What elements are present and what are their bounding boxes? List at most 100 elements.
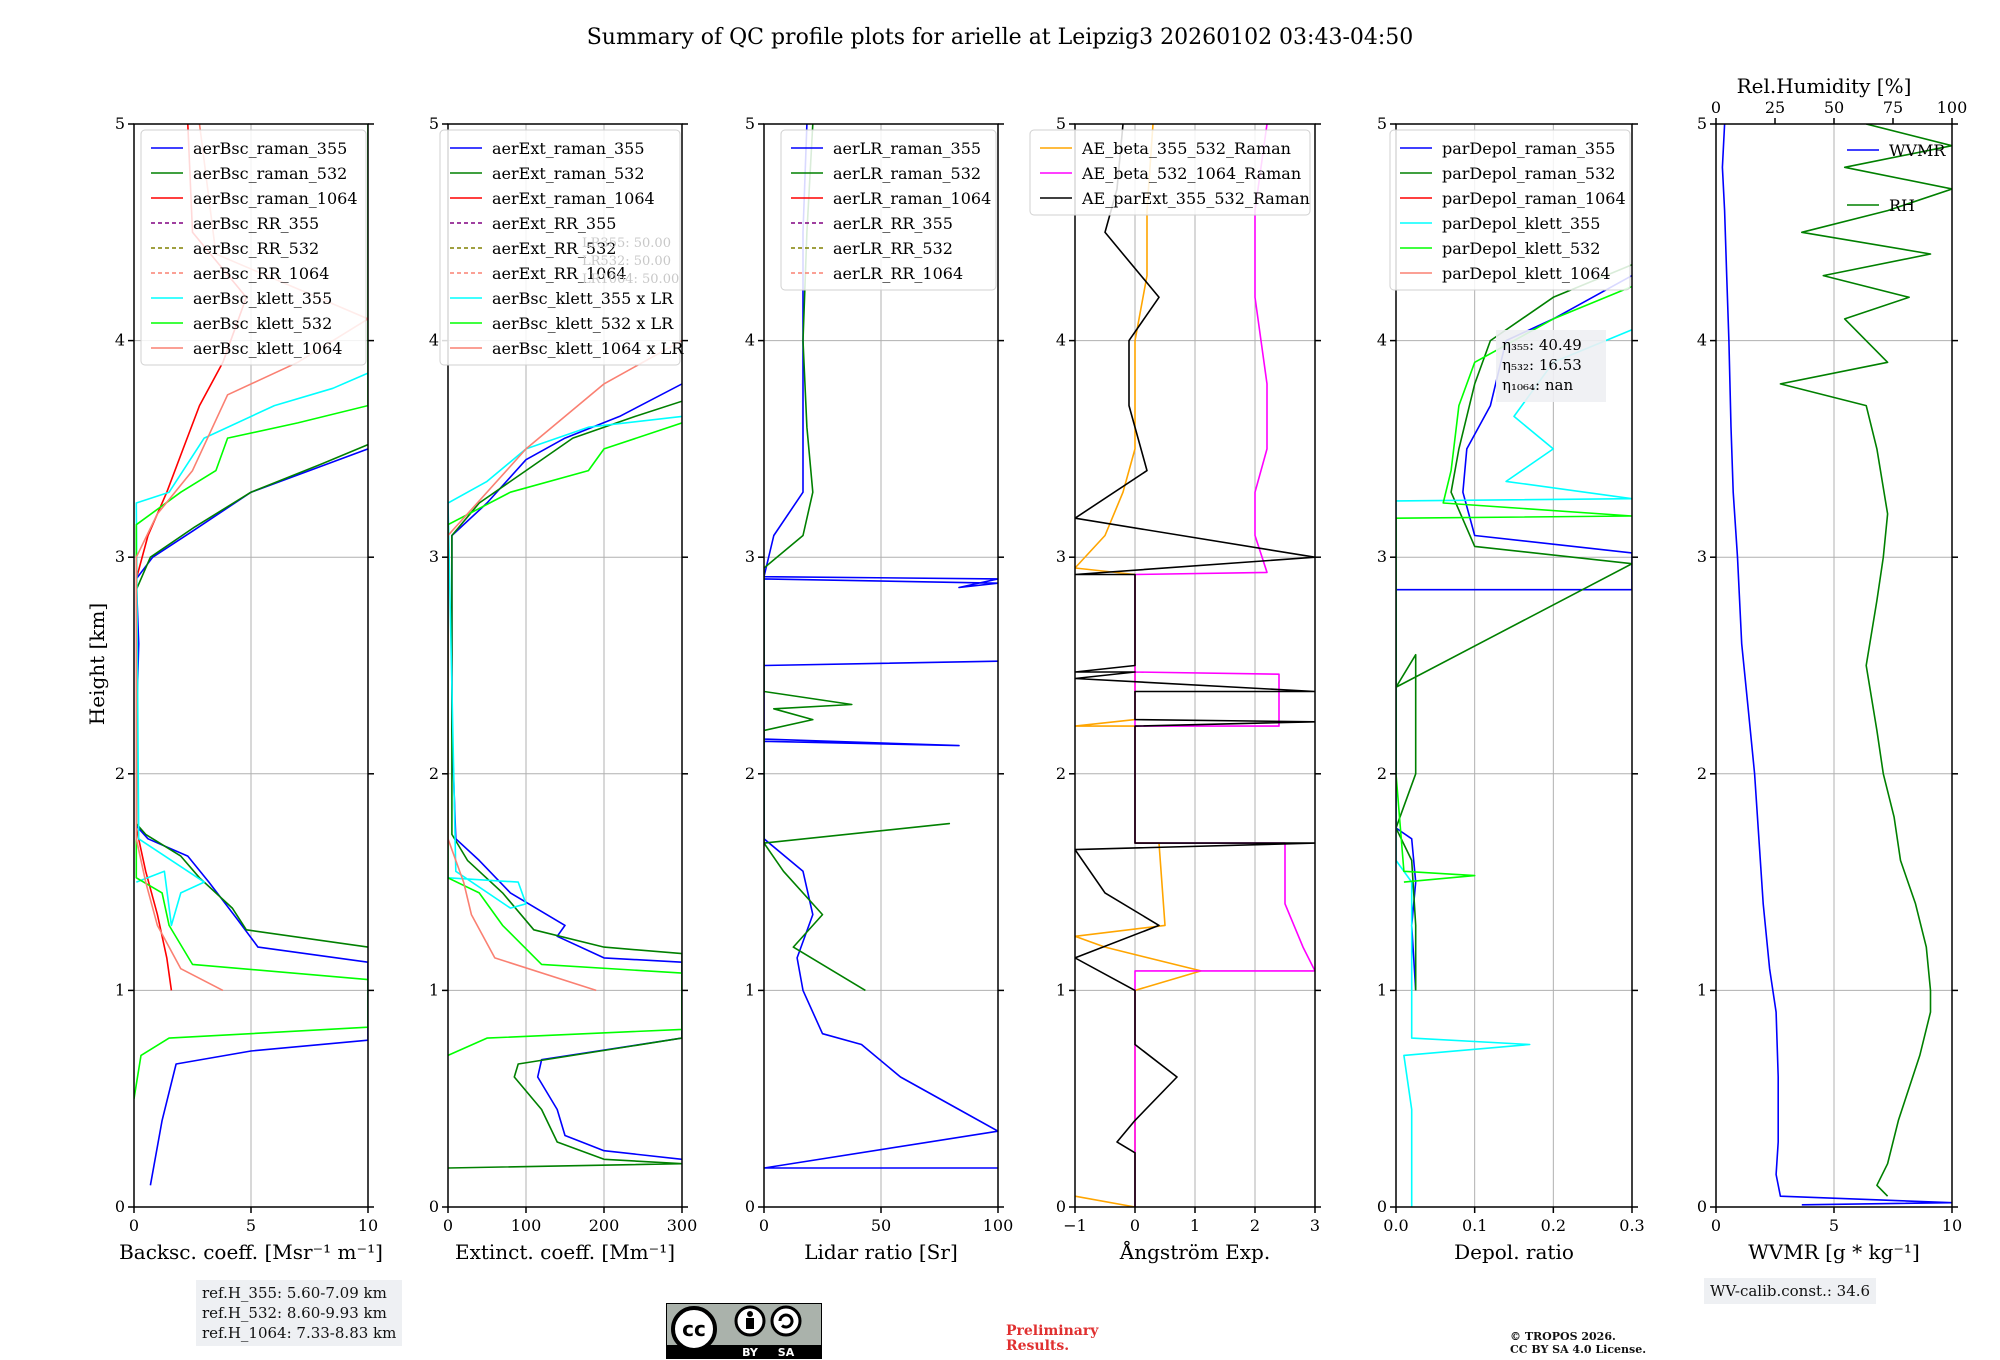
legend-box <box>780 129 997 291</box>
legend-label: aerBsc_RR_532 <box>193 239 319 258</box>
axes-frame <box>1074 123 1316 1208</box>
legend-label: aerBsc_klett_1064 <box>193 339 342 358</box>
series-line-aerBsc_klett_1064 x LR <box>448 339 682 992</box>
preliminary-line-1: Preliminary <box>1006 1323 1099 1339</box>
tick-label-y: 4 <box>1697 331 1707 350</box>
tick-label-y: 1 <box>429 980 439 999</box>
tick-label-x: 100 <box>983 1216 1014 1235</box>
tick-label-x: 0.1 <box>1462 1216 1487 1235</box>
figure-title: Summary of QC profile plots for arielle … <box>587 25 1414 50</box>
tick-label-y: 2 <box>115 764 125 783</box>
tick-label-y: 2 <box>1056 764 1066 783</box>
eta-label: η₁₀₆₄: nan <box>1502 376 1573 394</box>
series-line-AE_beta_532_1064_Raman <box>1134 124 1315 1207</box>
wv-calib-const: WV-calib.const.: 34.6 <box>1710 1282 1871 1300</box>
by-label: BY <box>742 1346 759 1359</box>
tick-label-y: 0 <box>115 1197 125 1216</box>
x-axis-label: WVMR [g * kg⁻¹] <box>1748 1240 1920 1264</box>
legend-label: aerBsc_klett_355 <box>193 289 332 308</box>
legend-label: parDepol_klett_1064 <box>1442 264 1611 283</box>
panel-1: 0 5 10 0 1 2 3 4 5 Backsc. coeff. [Msr⁻¹ m⁻¹] aerB… <box>115 114 383 1264</box>
tick-label-y: 1 <box>1697 980 1707 999</box>
series-line-aerBsc_klett_532 <box>134 124 368 1099</box>
copyright-note: © TROPOS 2026. CC BY SA 4.0 License. <box>1510 1330 1646 1356</box>
tick-label-y: 4 <box>1377 331 1387 350</box>
tick-label-y: 5 <box>1697 114 1707 133</box>
tick-label-x: 2 <box>1250 1216 1260 1235</box>
x-axis-label: Extinct. coeff. [Mm⁻¹] <box>455 1240 675 1264</box>
tick-label-top: 100 <box>1937 98 1968 117</box>
legend-label: aerLR_raman_1064 <box>833 189 991 208</box>
tick-label-y: 3 <box>1377 547 1387 566</box>
tick-label-x: 0.2 <box>1541 1216 1566 1235</box>
cc-by-sa-logo: cc BY SA <box>666 1303 822 1359</box>
tick-label-top: 0 <box>1711 98 1721 117</box>
tick-label-x: 100 <box>511 1216 542 1235</box>
x-axis-label: Lidar ratio [Sr] <box>804 1240 958 1264</box>
legend-label: aerExt_RR_532 <box>492 239 616 258</box>
tick-label-y: 5 <box>1056 114 1066 133</box>
series-line-parDepol_klett_355 <box>1396 329 1632 1207</box>
x-axis-label: Backsc. coeff. [Msr⁻¹ m⁻¹] <box>119 1240 383 1264</box>
legend-label: parDepol_raman_355 <box>1442 139 1615 158</box>
tick-label-x: 50 <box>871 1216 891 1235</box>
series-line-AE_beta_355_532_Raman <box>1075 124 1202 1207</box>
tick-label-x: 5 <box>246 1216 256 1235</box>
tick-label-top: 75 <box>1883 98 1903 117</box>
series-line-aerBsc_raman_355 <box>135 448 368 1186</box>
legend-label: parDepol_klett_532 <box>1442 239 1600 258</box>
series-group <box>1075 124 1315 1207</box>
legend-box <box>439 129 681 366</box>
series-line-aerBsc_klett_1064 <box>135 124 368 992</box>
panel-2: 0 100 200 300 0 1 2 3 4 5 Extinct. coeff. [Mm⁻¹] ae… <box>429 114 697 1264</box>
cc-label: cc <box>682 1317 706 1341</box>
legend-label: aerLR_raman_532 <box>833 164 981 183</box>
panel-3: 0 50 100 0 1 2 3 4 5 Lidar ratio [Sr] aerLR_raman_… <box>745 114 1013 1264</box>
legend-label: aerBsc_raman_532 <box>193 164 347 183</box>
tick-label-top: 50 <box>1824 98 1844 117</box>
tick-label-x: 10 <box>1942 1216 1962 1235</box>
series-group <box>1396 264 1632 1207</box>
legend-box <box>140 129 367 366</box>
tick-label-x: 1 <box>1190 1216 1200 1235</box>
eta-box <box>1496 330 1606 402</box>
y-axis-label: Height [km] <box>85 603 109 725</box>
legend-label: AE_parExt_355_532_Raman <box>1081 189 1310 208</box>
ref-h-355: ref.H_355: 5.60-7.09 km <box>202 1284 387 1302</box>
series-line-aerExt_raman_355 <box>451 383 682 1161</box>
legend-label: aerBsc_raman_355 <box>193 139 347 158</box>
series-line-aerBsc_klett_532 x LR <box>448 422 682 1057</box>
series-line-aerLR_raman_355 <box>764 124 998 1169</box>
ref-h-532: ref.H_532: 8.60-9.93 km <box>202 1304 387 1322</box>
tick-label-y: 3 <box>1056 547 1066 566</box>
legend-label: parDepol_raman_532 <box>1442 164 1615 183</box>
eta-label: η₅₃₂: 16.53 <box>1502 356 1582 374</box>
legend-label: aerExt_raman_532 <box>492 164 645 183</box>
series-line-parDepol_klett_532 <box>1396 285 1632 883</box>
series-line-aerExt_raman_532 <box>448 400 682 1169</box>
tick-label-x: 0.3 <box>1619 1216 1644 1235</box>
tick-label-y: 5 <box>429 114 439 133</box>
series-line-aerLR_raman_532 <box>764 124 951 992</box>
legend-label: AE_beta_532_1064_Raman <box>1081 164 1301 183</box>
series-line-AE_parExt_355_532_Raman <box>1075 124 1315 1207</box>
lr-faded-label: LR355: 50.00 <box>582 236 671 251</box>
eta-label: η₃₅₅: 40.49 <box>1502 336 1582 354</box>
tick-label-x: 10 <box>358 1216 378 1235</box>
legend: AE_beta_355_532_Raman AE_beta_532_1064_Ra… <box>1029 129 1311 216</box>
tick-label-y: 4 <box>115 331 125 350</box>
tick-label-x: 0.0 <box>1383 1216 1408 1235</box>
legend-label: aerLR_RR_1064 <box>833 264 963 283</box>
legend-label: aerBsc_klett_355 x LR <box>492 289 674 308</box>
tick-label-x: 5 <box>1829 1216 1839 1235</box>
tick-label-y: 2 <box>429 764 439 783</box>
series-line-aerBsc_klett_355 x LR <box>448 415 682 909</box>
tick-label-x: 3 <box>1310 1216 1320 1235</box>
tick-label-y: 3 <box>115 547 125 566</box>
tick-label-y: 0 <box>429 1197 439 1216</box>
tick-label-y: 3 <box>745 547 755 566</box>
tick-label-x: 0 <box>443 1216 453 1235</box>
tick-label-y: 0 <box>1697 1197 1707 1216</box>
